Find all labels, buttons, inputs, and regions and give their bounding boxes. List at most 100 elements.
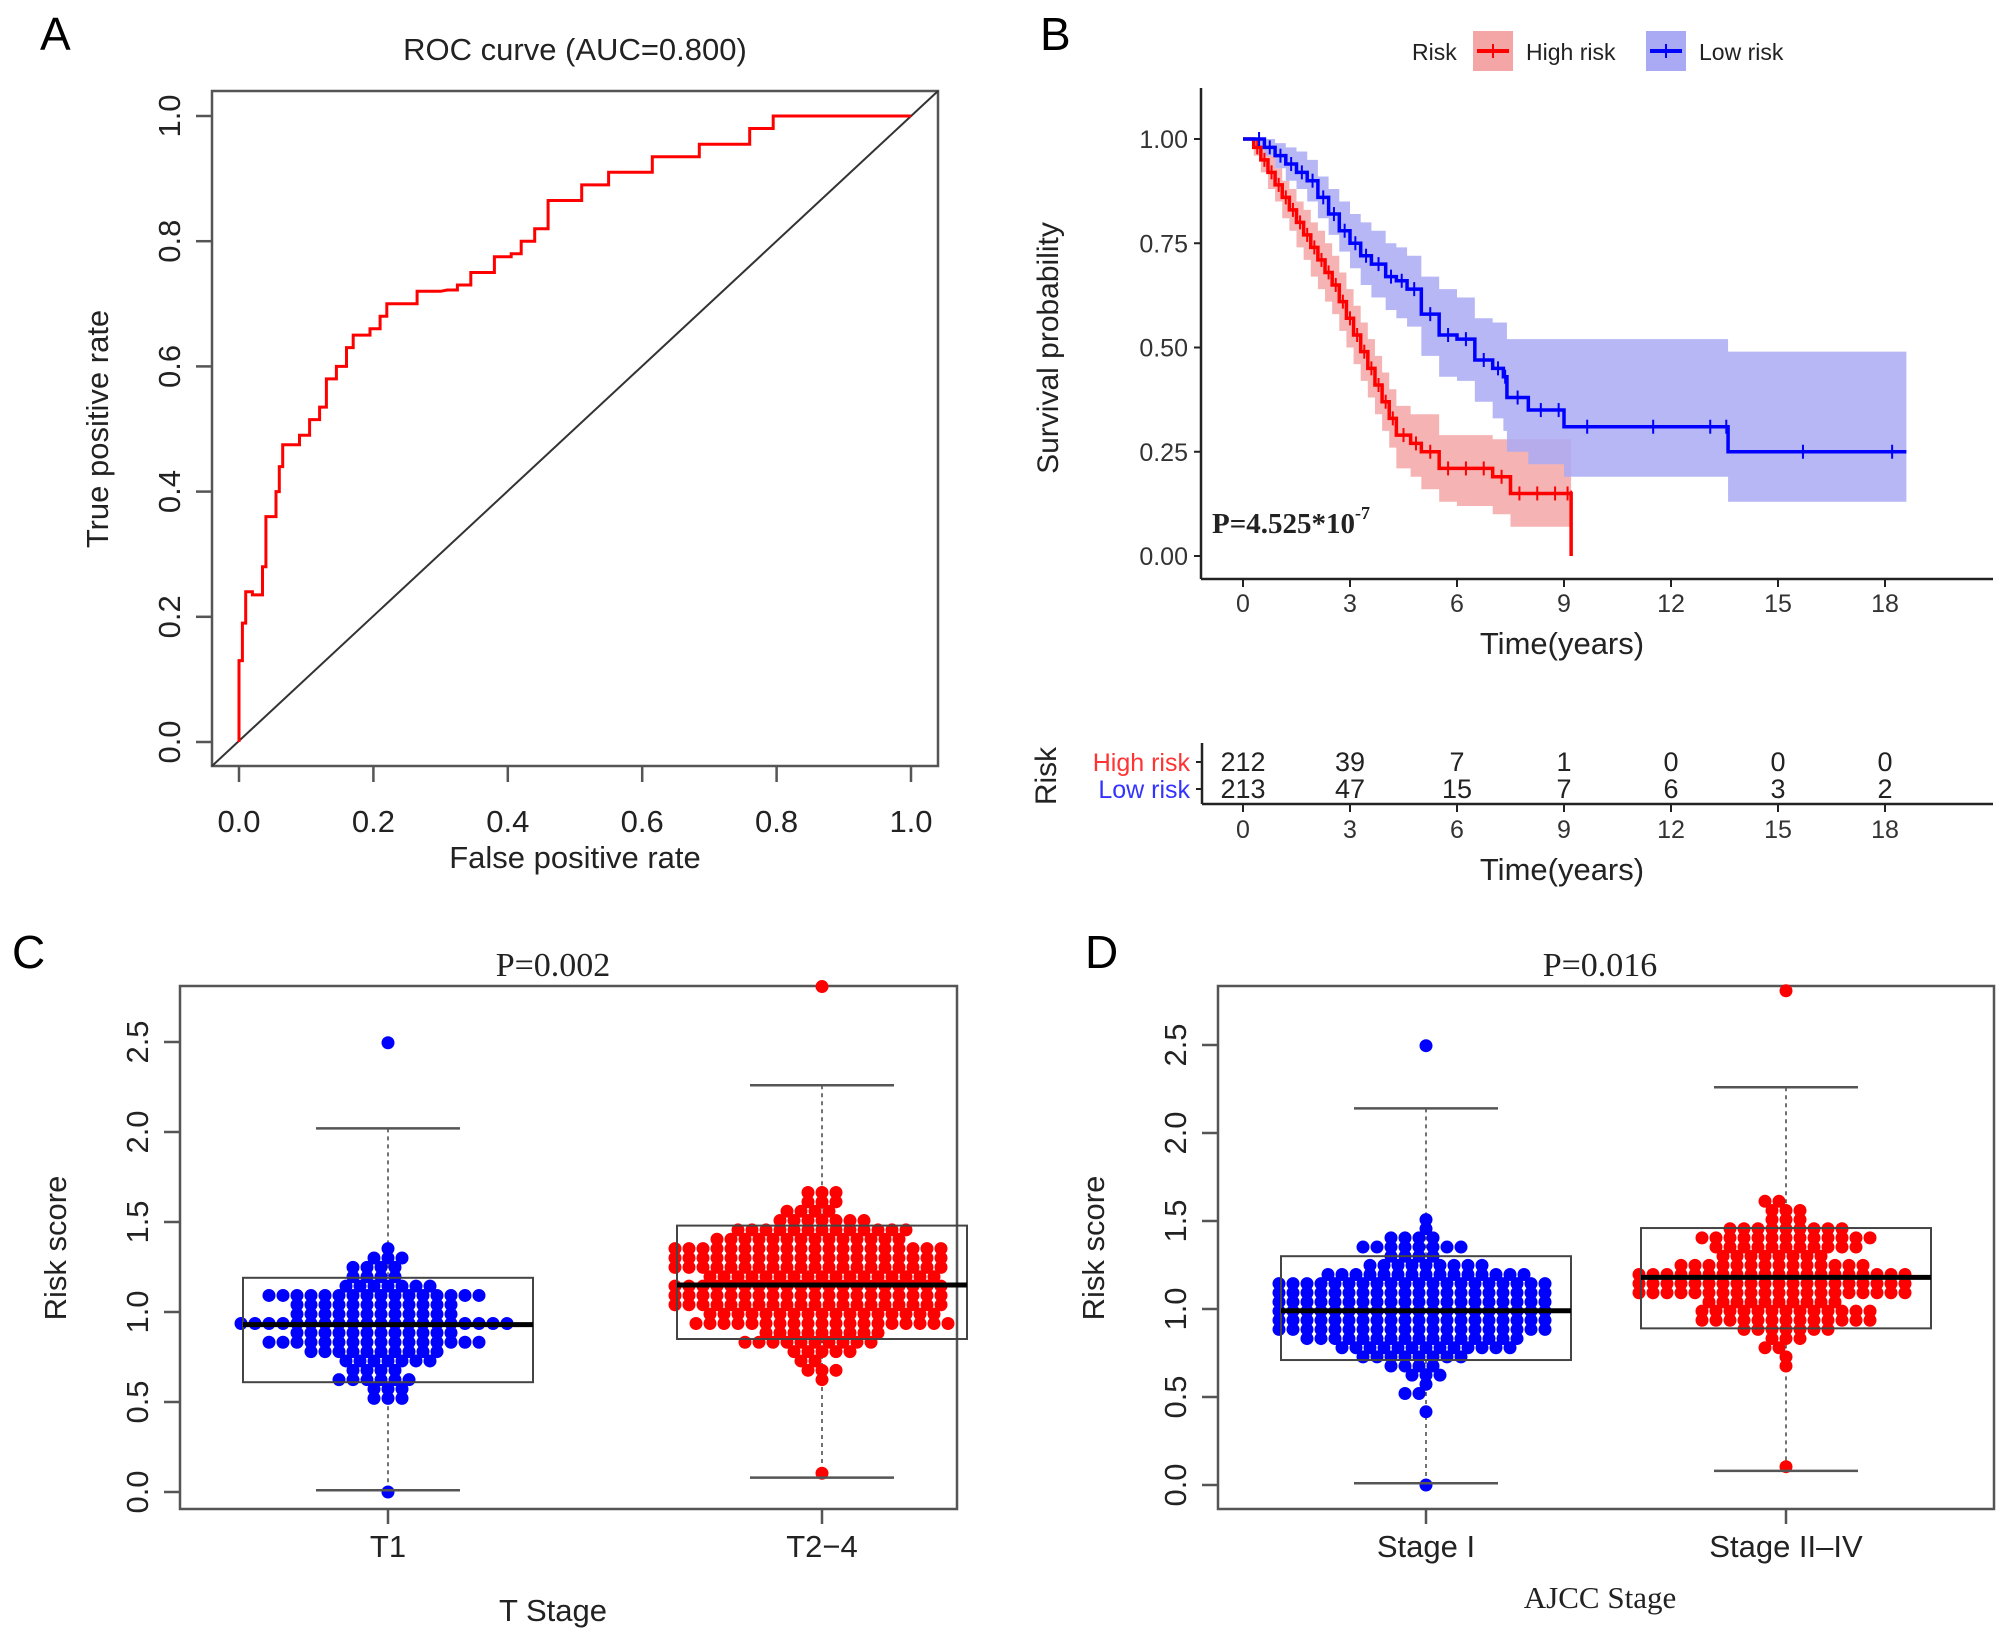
t-stage-data-point xyxy=(353,1279,367,1293)
t-stage-data-point xyxy=(878,1288,892,1302)
t-stage-data-point xyxy=(724,1260,738,1274)
t-stage-data-point xyxy=(843,1214,857,1228)
t-stage-data-point xyxy=(381,1382,395,1396)
ajcc-stage-y-tick-label: 1.5 xyxy=(1158,1199,1193,1242)
ajcc-stage-data-point xyxy=(1751,1231,1765,1245)
ajcc-stage-x-label: AJCC Stage xyxy=(1524,1580,1676,1615)
t-stage-data-point xyxy=(871,1223,885,1237)
t-stage-data-point xyxy=(696,1298,710,1312)
ajcc-stage-data-point xyxy=(1730,1295,1744,1309)
survival-ci-band-low-risk xyxy=(1243,139,1907,502)
t-stage-data-point xyxy=(416,1307,430,1321)
t-stage-data-point xyxy=(346,1270,360,1284)
t-stage-data-point xyxy=(773,1307,787,1321)
ajcc-stage-data-point xyxy=(1723,1313,1737,1327)
t-stage-data-point xyxy=(738,1298,752,1312)
ajcc-stage-data-point xyxy=(1370,1295,1384,1309)
t-stage-data-point xyxy=(934,1298,948,1312)
ajcc-stage-data-point xyxy=(1440,1240,1454,1254)
ajcc-stage-data-point xyxy=(1328,1295,1342,1309)
t-stage-y-label: Risk score xyxy=(38,1176,73,1321)
t-stage-data-point xyxy=(703,1307,717,1321)
t-stage-data-point xyxy=(444,1307,458,1321)
t-stage-data-point xyxy=(878,1232,892,1246)
t-stage-data-point xyxy=(332,1298,346,1312)
ajcc-stage-data-point xyxy=(1821,1313,1835,1327)
risk-table-cell: 7 xyxy=(1449,747,1464,777)
ajcc-stage-data-point xyxy=(1468,1332,1482,1346)
ajcc-stage-y-tick-label: 1.0 xyxy=(1158,1287,1193,1330)
t-stage-data-point xyxy=(290,1335,304,1349)
ajcc-stage-x-tick-label: Stage II–IV xyxy=(1709,1529,1863,1564)
ajcc-stage-data-point xyxy=(1419,1478,1433,1492)
ajcc-stage-data-point xyxy=(1342,1277,1356,1291)
ajcc-stage-data-point xyxy=(1758,1341,1772,1355)
t-stage-data-point xyxy=(409,1279,423,1293)
ajcc-stage-data-point xyxy=(1765,1304,1779,1318)
ajcc-stage-data-point xyxy=(1419,1258,1433,1272)
ajcc-stage-data-point xyxy=(1489,1341,1503,1355)
ajcc-stage-data-point xyxy=(1695,1304,1709,1318)
roc-plot-frame xyxy=(210,89,940,768)
t-stage-data-point xyxy=(871,1307,885,1321)
ajcc-stage-data-point xyxy=(1314,1277,1328,1291)
ajcc-stage-data-point xyxy=(1856,1258,1870,1272)
ajcc-stage-data-point xyxy=(1765,1322,1779,1336)
t-stage-data-point xyxy=(346,1260,360,1274)
t-stage-data-point xyxy=(829,1214,843,1228)
t-stage-data-point xyxy=(304,1307,318,1321)
risk-table-cell: 0 xyxy=(1663,747,1678,777)
ajcc-stage-data-point xyxy=(1370,1332,1384,1346)
ajcc-stage-data-point xyxy=(1779,1213,1793,1227)
ajcc-stage-data-point xyxy=(1758,1277,1772,1291)
ajcc-stage-data-point xyxy=(1314,1286,1328,1300)
t-stage-data-point xyxy=(339,1354,353,1368)
t-stage-data-point xyxy=(752,1242,766,1256)
ajcc-stage-data-point xyxy=(1538,1286,1552,1300)
t-stage-data-point xyxy=(696,1242,710,1256)
t-stage-data-point xyxy=(367,1251,381,1265)
t-stage-data-point xyxy=(808,1204,822,1218)
t-stage-y-tick-label: 1.0 xyxy=(120,1290,155,1333)
ajcc-stage-data-point xyxy=(1765,1203,1779,1217)
roc-curve xyxy=(237,114,911,742)
t-stage-data-point xyxy=(731,1223,745,1237)
ajcc-stage-data-point xyxy=(1510,1286,1524,1300)
ajcc-stage-data-point xyxy=(1884,1277,1898,1291)
risk-table-cell: 2 xyxy=(1877,774,1892,804)
t-stage-data-point xyxy=(892,1298,906,1312)
roc-y-tick-label: 0.6 xyxy=(152,345,187,388)
survival-x-tick-label: 9 xyxy=(1557,590,1571,618)
t-stage-data-point xyxy=(738,1251,752,1265)
t-stage-data-point xyxy=(822,1232,836,1246)
t-stage-data-point xyxy=(668,1298,682,1312)
t-stage-data-point xyxy=(899,1307,913,1321)
ajcc-stage-data-point xyxy=(1751,1313,1765,1327)
ajcc-stage-data-point xyxy=(1384,1295,1398,1309)
roc-x-tick-label: 0.0 xyxy=(217,804,260,839)
t-stage-data-point xyxy=(801,1307,815,1321)
ajcc-stage-data-point xyxy=(1370,1240,1384,1254)
ajcc-stage-data-point xyxy=(1461,1268,1475,1282)
t-stage-data-point xyxy=(899,1317,913,1331)
t-stage-data-point xyxy=(808,1232,822,1246)
ajcc-stage-data-point xyxy=(1723,1304,1737,1318)
roc-title: ROC curve (AUC=0.800) xyxy=(403,32,747,67)
ajcc-stage-data-point xyxy=(1398,1240,1412,1254)
t-stage-data-point xyxy=(780,1242,794,1256)
ajcc-stage-data-point xyxy=(1758,1194,1772,1208)
t-stage-data-point xyxy=(738,1232,752,1246)
ajcc-stage-data-point xyxy=(1300,1332,1314,1346)
ajcc-stage-data-point xyxy=(1454,1313,1468,1327)
ajcc-stage-data-point xyxy=(1433,1341,1447,1355)
t-stage-data-point xyxy=(682,1242,696,1256)
t-stage-data-point xyxy=(927,1307,941,1321)
ajcc-stage-data-point xyxy=(1524,1322,1538,1336)
t-stage-data-point xyxy=(360,1307,374,1321)
ajcc-stage-data-point xyxy=(1412,1313,1426,1327)
ajcc-stage-data-point xyxy=(1454,1295,1468,1309)
ajcc-stage-data-point xyxy=(1709,1313,1723,1327)
risk-table-cell: 212 xyxy=(1220,747,1265,777)
ajcc-stage-data-point xyxy=(1517,1268,1531,1282)
t-stage-data-point xyxy=(395,1251,409,1265)
